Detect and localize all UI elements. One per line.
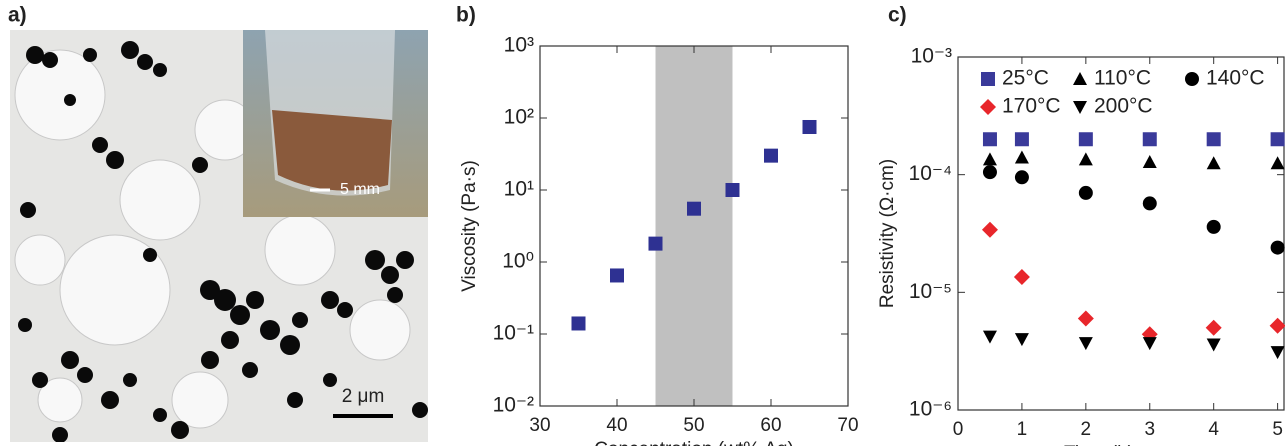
marker <box>687 201 701 216</box>
legend-label: 140°C <box>1206 67 1265 90</box>
marker <box>982 165 997 180</box>
marker <box>1078 185 1093 200</box>
marker <box>1077 310 1094 327</box>
y-axis-title: Resistivity (Ω·cm) <box>877 159 898 308</box>
marker <box>1013 268 1030 285</box>
y-tick-label: 10⁻³ <box>911 45 952 68</box>
marker <box>1014 132 1029 147</box>
marker <box>1270 346 1285 360</box>
legend-label: 170°C <box>1002 95 1061 118</box>
marker <box>982 330 997 344</box>
marker <box>802 119 817 134</box>
marker <box>571 316 586 331</box>
marker <box>1014 170 1029 185</box>
marker <box>1270 156 1285 170</box>
marker <box>1078 132 1093 147</box>
y-tick-label: 10⁻⁵ <box>909 280 952 303</box>
legend-label: 200°C <box>1094 95 1153 118</box>
marker <box>1078 152 1093 166</box>
x-tick-label: 4 <box>1208 419 1219 440</box>
x-tick-label: 2 <box>1081 419 1092 440</box>
micrograph: 5 mm 2 μm <box>10 30 428 442</box>
x-tick-label: 40 <box>606 415 627 436</box>
marker <box>1142 155 1157 169</box>
y-tick-label: 10⁰ <box>502 250 534 273</box>
x-axis-title: Concentration (wt% Ag) <box>594 439 794 446</box>
y-tick-label: 10⁻¹ <box>493 322 534 345</box>
marker <box>982 152 997 166</box>
marker <box>1014 333 1029 347</box>
panel-label: a) <box>8 4 27 27</box>
legend-label: 110°C <box>1094 67 1151 90</box>
x-tick-label: 50 <box>683 415 704 436</box>
shaded-region <box>655 46 733 406</box>
marker <box>1078 337 1093 351</box>
x-tick-label: 60 <box>760 415 781 436</box>
marker <box>1269 317 1285 334</box>
marker <box>725 183 740 197</box>
x-tick-label: 3 <box>1144 419 1155 440</box>
scale-label: 2 μm <box>342 386 385 407</box>
marker <box>1014 150 1029 164</box>
marker <box>1206 132 1221 147</box>
marker <box>764 148 778 163</box>
x-tick-label: 0 <box>953 419 964 440</box>
x-tick-label: 5 <box>1272 419 1283 440</box>
y-axis-title: Viscosity (Pa·s) <box>459 160 480 292</box>
legend-label: 25°C <box>1002 67 1049 90</box>
legend-marker <box>1185 72 1199 86</box>
marker <box>1270 132 1285 147</box>
marker <box>981 221 998 238</box>
x-tick-label: 30 <box>529 415 550 436</box>
marker <box>1142 132 1157 147</box>
marker <box>1206 338 1221 352</box>
marker <box>1142 196 1157 211</box>
marker <box>1270 240 1285 255</box>
legend-marker <box>981 72 995 86</box>
y-tick-label: 10⁻⁴ <box>909 162 952 185</box>
x-tick-label: 70 <box>837 415 858 436</box>
marker <box>648 236 663 251</box>
y-tick-label: 10² <box>504 106 534 129</box>
y-tick-label: 10³ <box>504 34 534 57</box>
legend-marker <box>980 99 996 115</box>
marker <box>1206 156 1221 170</box>
y-tick-label: 10⁻⁶ <box>909 398 952 421</box>
marker <box>1205 319 1222 336</box>
legend-marker <box>1073 72 1087 85</box>
marker <box>610 268 624 283</box>
plot-frame <box>957 56 1285 411</box>
x-tick-label: 1 <box>1017 419 1028 440</box>
marker <box>982 132 997 147</box>
marker <box>1206 219 1221 234</box>
panel-label: c) <box>888 4 907 27</box>
inset-photo <box>243 30 428 217</box>
inset-scale-label: 5 mm <box>340 181 380 198</box>
x-axis-title: Time (h) <box>1064 443 1134 446</box>
marker <box>1142 337 1157 351</box>
panel-label: b) <box>456 4 476 27</box>
legend-marker <box>1073 101 1087 114</box>
y-tick-label: 10⁻² <box>493 394 534 417</box>
y-tick-label: 10¹ <box>504 178 534 201</box>
